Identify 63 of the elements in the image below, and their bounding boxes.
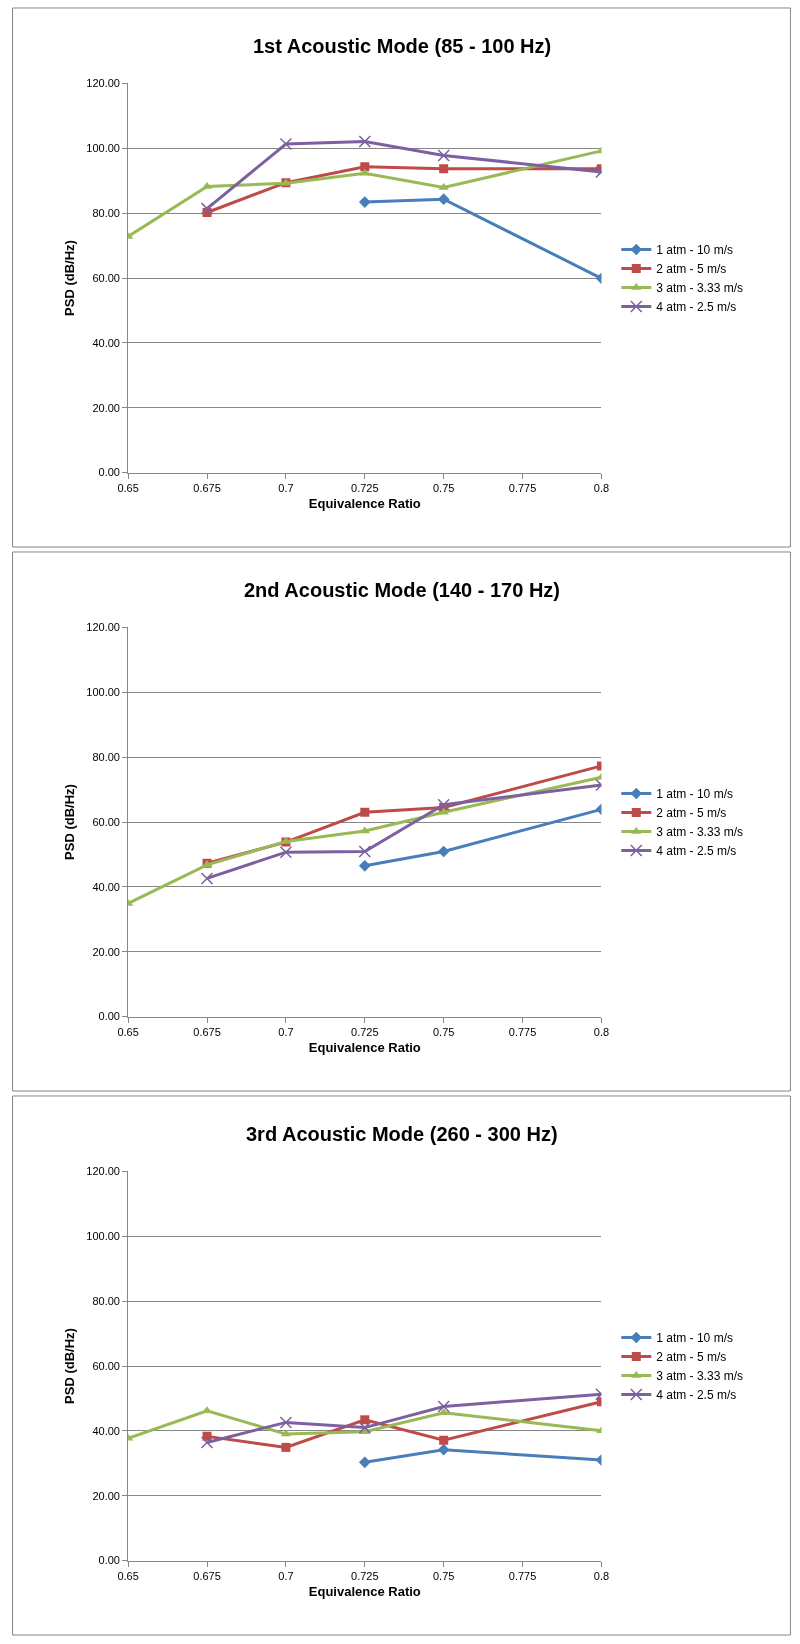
legend-label: 2 atm - 5 m/s bbox=[656, 262, 727, 277]
x-tick-label: 0.8 bbox=[593, 1569, 610, 1582]
x-tick-label: 0.775 bbox=[508, 1569, 537, 1582]
legend-label: 1 atm - 10 m/s bbox=[656, 243, 733, 258]
y-tick-label: 60.00 bbox=[92, 815, 120, 828]
x-axis-title: Equivalence Ratio bbox=[308, 1040, 421, 1056]
x-tick-label: 0.725 bbox=[351, 1025, 379, 1038]
legend-label: 2 atm - 5 m/s bbox=[656, 1350, 727, 1365]
x-tick-label: 0.65 bbox=[117, 1569, 139, 1582]
legend-label: 3 atm - 3.33 m/s bbox=[656, 825, 743, 840]
x-tick-label: 0.75 bbox=[432, 1569, 455, 1582]
x-tick-label: 0.7 bbox=[278, 1569, 294, 1582]
x-tick-label: 0.7 bbox=[278, 481, 294, 494]
y-tick-label: 20.00 bbox=[92, 401, 120, 414]
legend-label: 2 atm - 5 m/s bbox=[656, 806, 727, 821]
legend-label: 4 atm - 2.5 m/s bbox=[656, 1388, 737, 1403]
y-tick-label: 0.00 bbox=[98, 1554, 120, 1567]
x-tick-label: 0.75 bbox=[432, 481, 455, 494]
x-tick-label: 0.675 bbox=[193, 1569, 221, 1582]
y-tick-label: 0.00 bbox=[98, 466, 120, 479]
y-tick-label: 120.00 bbox=[86, 621, 120, 634]
legend-label: 1 atm - 10 m/s bbox=[656, 1331, 733, 1346]
y-tick-label: 40.00 bbox=[92, 880, 120, 893]
x-tick-label: 0.725 bbox=[351, 1569, 379, 1582]
y-axis-title: PSD (dB/Hz) bbox=[62, 784, 78, 860]
x-axis-title: Equivalence Ratio bbox=[308, 496, 421, 512]
y-tick-label: 120.00 bbox=[86, 77, 120, 90]
x-tick-label: 0.65 bbox=[117, 481, 139, 494]
y-tick-label: 20.00 bbox=[92, 1489, 120, 1502]
chart-title: 2nd Acoustic Mode (140 - 170 Hz) bbox=[244, 579, 560, 601]
x-tick-label: 0.65 bbox=[117, 1025, 139, 1038]
legend-label: 4 atm - 2.5 m/s bbox=[656, 844, 737, 859]
x-tick-label: 0.675 bbox=[193, 1025, 221, 1038]
x-tick-label: 0.775 bbox=[508, 1025, 537, 1038]
y-tick-label: 60.00 bbox=[92, 1359, 120, 1372]
legend-label: 1 atm - 10 m/s bbox=[656, 787, 733, 802]
x-tick-label: 0.675 bbox=[193, 481, 221, 494]
chart-title: 1st Acoustic Mode (85 - 100 Hz) bbox=[253, 35, 552, 57]
x-tick-label: 0.8 bbox=[593, 481, 610, 494]
x-tick-label: 0.7 bbox=[278, 1025, 294, 1038]
x-tick-label: 0.8 bbox=[593, 1025, 610, 1038]
x-tick-label: 0.75 bbox=[432, 1025, 455, 1038]
legend-label: 3 atm - 3.33 m/s bbox=[656, 281, 743, 296]
y-tick-label: 80.00 bbox=[92, 750, 120, 763]
y-tick-label: 20.00 bbox=[92, 945, 120, 958]
x-tick-label: 0.775 bbox=[508, 481, 537, 494]
y-tick-label: 100.00 bbox=[86, 142, 120, 155]
legend-label: 4 atm - 2.5 m/s bbox=[656, 300, 737, 315]
legend-label: 3 atm - 3.33 m/s bbox=[656, 1369, 743, 1384]
y-tick-label: 40.00 bbox=[92, 1424, 120, 1437]
y-tick-label: 100.00 bbox=[86, 686, 120, 699]
y-tick-label: 100.00 bbox=[86, 1230, 120, 1243]
y-tick-label: 40.00 bbox=[92, 336, 120, 349]
y-axis-title: PSD (dB/Hz) bbox=[62, 1328, 78, 1404]
y-tick-label: 0.00 bbox=[98, 1010, 120, 1023]
y-tick-label: 60.00 bbox=[92, 271, 120, 284]
x-tick-label: 0.725 bbox=[351, 481, 379, 494]
y-tick-label: 80.00 bbox=[92, 1294, 120, 1307]
chart-title: 3rd Acoustic Mode (260 - 300 Hz) bbox=[246, 1123, 558, 1145]
x-axis-title: Equivalence Ratio bbox=[308, 1584, 421, 1600]
y-tick-label: 80.00 bbox=[92, 206, 120, 219]
y-axis-title: PSD (dB/Hz) bbox=[62, 240, 78, 316]
y-tick-label: 120.00 bbox=[86, 1165, 120, 1178]
